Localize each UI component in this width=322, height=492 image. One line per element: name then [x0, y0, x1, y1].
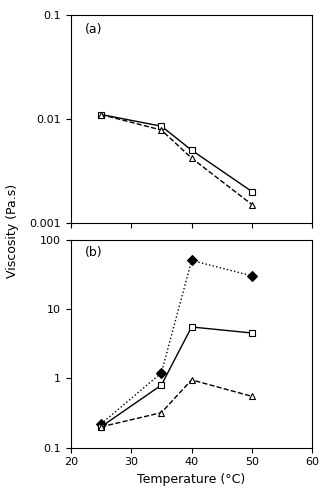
Text: (a): (a)	[85, 23, 103, 36]
X-axis label: Temperature (°C): Temperature (°C)	[137, 473, 246, 486]
Text: (b): (b)	[85, 246, 103, 259]
Text: Viscosity (Pa.s): Viscosity (Pa.s)	[6, 184, 19, 278]
